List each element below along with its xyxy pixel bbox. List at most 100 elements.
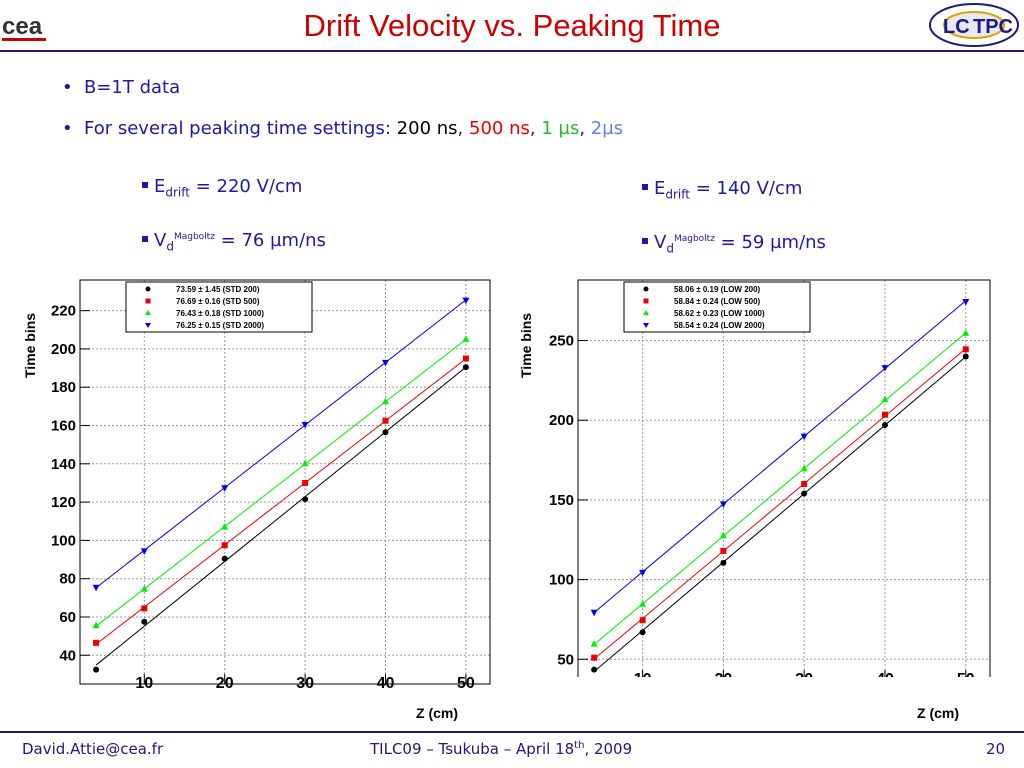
x-tick-label: 50 [957,671,975,677]
bullet-text: B=1T data [84,77,181,98]
data-point [221,555,228,562]
right-chart-panel: 10 20 30 40 50 50 100 150 200 250 58.06 ± 0.19 (LO… [530,272,995,688]
footer-divider [0,731,1024,733]
data-point [881,422,888,429]
x-tick-label: 20 [216,675,234,692]
legend-entry: 76.69 ± 0.16 (STD 500) [176,297,260,306]
x-tick-label: 20 [715,671,733,677]
left-chart-ylabel: Time bins [22,312,38,378]
data-point [720,559,727,566]
y-tick-label: 200 [549,412,574,429]
y-tick-label: 250 [549,333,574,350]
y-tick-label: 60 [59,609,76,626]
x-tick-label: 30 [795,671,813,677]
legend-marker [145,323,151,328]
velocity-symbol: V [654,232,667,253]
data-point [93,639,100,646]
data-point [639,629,646,636]
right-chart-ylabel: Time bins [518,312,534,378]
data-point [302,479,309,486]
x-tick-label: 40 [377,675,395,692]
x-tick-label: 40 [876,671,894,677]
field-symbol: E [154,176,166,197]
data-point [93,666,100,673]
legend-entry: 76.25 ± 0.15 (STD 2000) [176,321,264,330]
field-value: = 140 V/cm [695,178,803,199]
header-bar: cea Drift Velocity vs. Peaking Time LC T… [0,0,1024,50]
legend-entry: 73.59 ± 1.45 (STD 200) [176,285,260,294]
square-bullet-icon [142,182,148,188]
data-point [639,569,647,577]
header-divider [0,50,1024,52]
velocity-superscript: Magboltz [173,232,215,242]
svg-text:TPC: TPC [973,16,1013,38]
data-point [590,640,598,647]
data-point [962,346,969,353]
lctpc-logo: LC TPC [929,3,1019,47]
velocity-superscript: Magboltz [673,234,715,244]
left-field-info: Edrift = 220 V/cm [142,176,302,200]
velocity-value: = 59 µm/ns [720,232,826,253]
legend-marker [145,298,151,304]
fit-line [593,348,967,660]
data-point [221,485,229,492]
data-point [382,417,389,424]
data-point [962,329,970,336]
x-tick-label: 10 [634,671,652,677]
data-point [221,522,229,530]
square-bullet-icon [642,184,648,190]
bullet-prefix: For several peaking time settings: [84,118,391,139]
y-tick-label: 100 [549,572,574,589]
data-point [719,501,727,508]
velocity-subscript: d [166,239,174,254]
data-point [800,433,808,441]
data-point [881,365,889,372]
left-velocity-info: VdMagboltz = 76 µm/ns [142,230,326,254]
y-tick-label: 80 [59,571,76,588]
field-subscript: drift [665,187,690,202]
y-tick-label: 220 [51,303,76,320]
x-tick-label: 30 [296,675,314,692]
legend-marker [643,298,649,304]
bullet-dot: • [62,118,73,139]
fit-line [593,300,967,613]
data-point [462,297,470,305]
bullet-text: For several peaking time settings: 200 n… [84,118,624,139]
legend-marker [643,286,649,292]
velocity-subscript: d [666,241,674,256]
y-tick-label: 40 [59,647,76,664]
data-point [462,355,469,362]
footer-conference-text: TILC09 – Tsukuba – April 18 [370,740,575,758]
y-tick-label: 120 [51,494,76,511]
data-point [801,480,808,487]
data-point [92,621,100,629]
legend-marker [145,286,151,292]
fit-line [95,366,467,666]
fit-line [593,332,967,645]
data-point [381,397,389,405]
plot-frame [79,279,491,685]
y-tick-label: 180 [51,379,76,396]
y-tick-label: 50 [557,651,574,668]
data-point [881,395,889,403]
bullet-dot: • [62,77,73,98]
legend-entry: 76.43 ± 0.18 (STD 1000) [176,309,264,318]
peaking-time-200: 200 ns [396,118,458,139]
y-tick-label: 150 [549,492,574,509]
y-tick-label: 100 [51,532,76,549]
fit-line [593,356,967,672]
field-value: = 220 V/cm [195,176,303,197]
right-chart-xlabel: Z (cm) [917,705,959,721]
footer-page-number: 20 [986,740,1006,758]
footer-conference-year: , 2009 [584,740,633,758]
data-point [639,617,646,624]
square-bullet-icon [642,238,648,244]
data-point [962,353,969,360]
right-field-info: Edrift = 140 V/cm [642,178,802,202]
data-point [301,422,309,429]
right-chart: 10 20 30 40 50 50 100 150 200 250 58.06 ± 0.19 (LO… [549,279,991,688]
square-bullet-icon [142,236,148,242]
fit-line [95,338,467,627]
legend-marker [643,310,649,315]
data-point [140,548,148,555]
